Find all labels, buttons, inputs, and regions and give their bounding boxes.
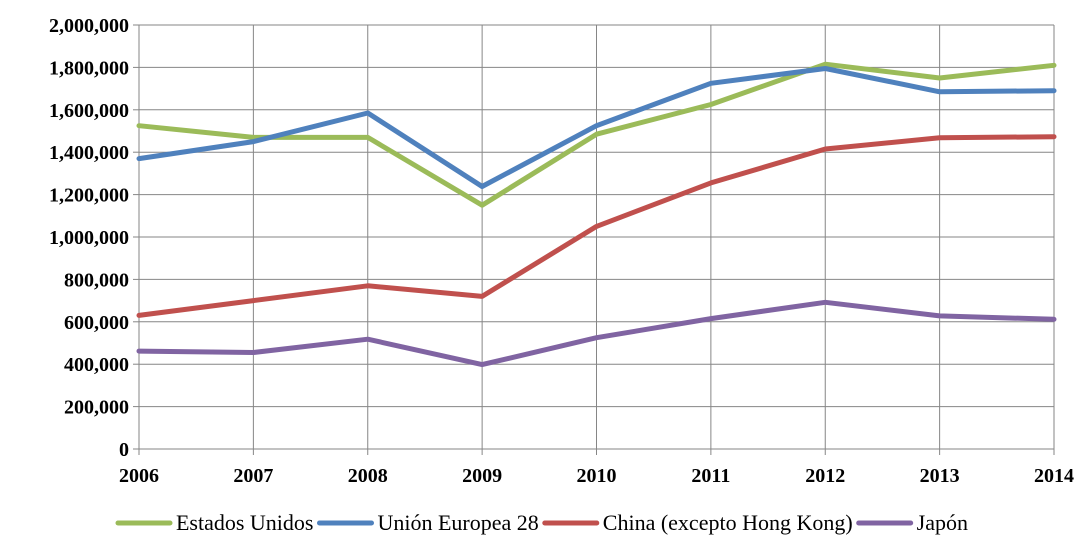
y-tick-label: 1,400,000 [49,142,129,164]
series-line-3 [136,299,1057,368]
grid [139,24,1055,449]
legend-label: Estados Unidos [176,510,314,535]
x-tick-label: 2006 [119,465,159,487]
series-line-0 [136,61,1057,208]
x-tick-label: 2011 [691,465,730,487]
y-axis-tick-labels: 0 200,000 400,000 600,000 800,000 1,000,000 1,… [49,15,129,461]
y-tick-label: 1,600,000 [49,100,129,122]
legend-item-1: Unión Europea 28 [316,510,539,535]
y-tick-label: 1,000,000 [49,227,129,249]
x-tick-label: 2010 [577,465,617,487]
legend-label: Unión Europea 28 [377,510,538,535]
y-tick-label: 0 [119,439,129,461]
series-line-1 [136,66,1057,189]
y-tick-label: 400,000 [64,354,129,376]
x-tick-label: 2014 [1034,465,1074,487]
x-tick-label: 2007 [233,465,273,487]
y-tick-label: 1,200,000 [49,185,129,207]
y-tick-label: 2,000,000 [49,15,129,37]
legend-label: China (excepto Hong Kong) [603,510,853,535]
x-tick-label: 2012 [805,465,845,487]
legend-item-3: Japón [856,510,968,535]
y-tick-label: 200,000 [64,397,129,419]
legend: Estados Unidos Unión Europea 28 China (exc… [115,510,968,535]
series-line-2 [136,134,1057,318]
y-tick-label: 800,000 [64,269,129,291]
legend-item-0: Estados Unidos [115,510,314,535]
series-lines [136,61,1057,368]
legend-item-2: China (excepto Hong Kong) [542,510,853,535]
x-tick-label: 2009 [462,465,502,487]
legend-label: Japón [917,510,968,535]
y-tick-label: 600,000 [64,312,129,334]
x-tick-label: 2013 [920,465,960,487]
x-axis-tick-labels: 2006 2007 2008 2009 2010 2011 2012 2013 2014 [119,465,1074,487]
axes [133,24,1055,455]
y-tick-label: 1,800,000 [49,57,129,79]
x-tick-label: 2008 [348,465,388,487]
